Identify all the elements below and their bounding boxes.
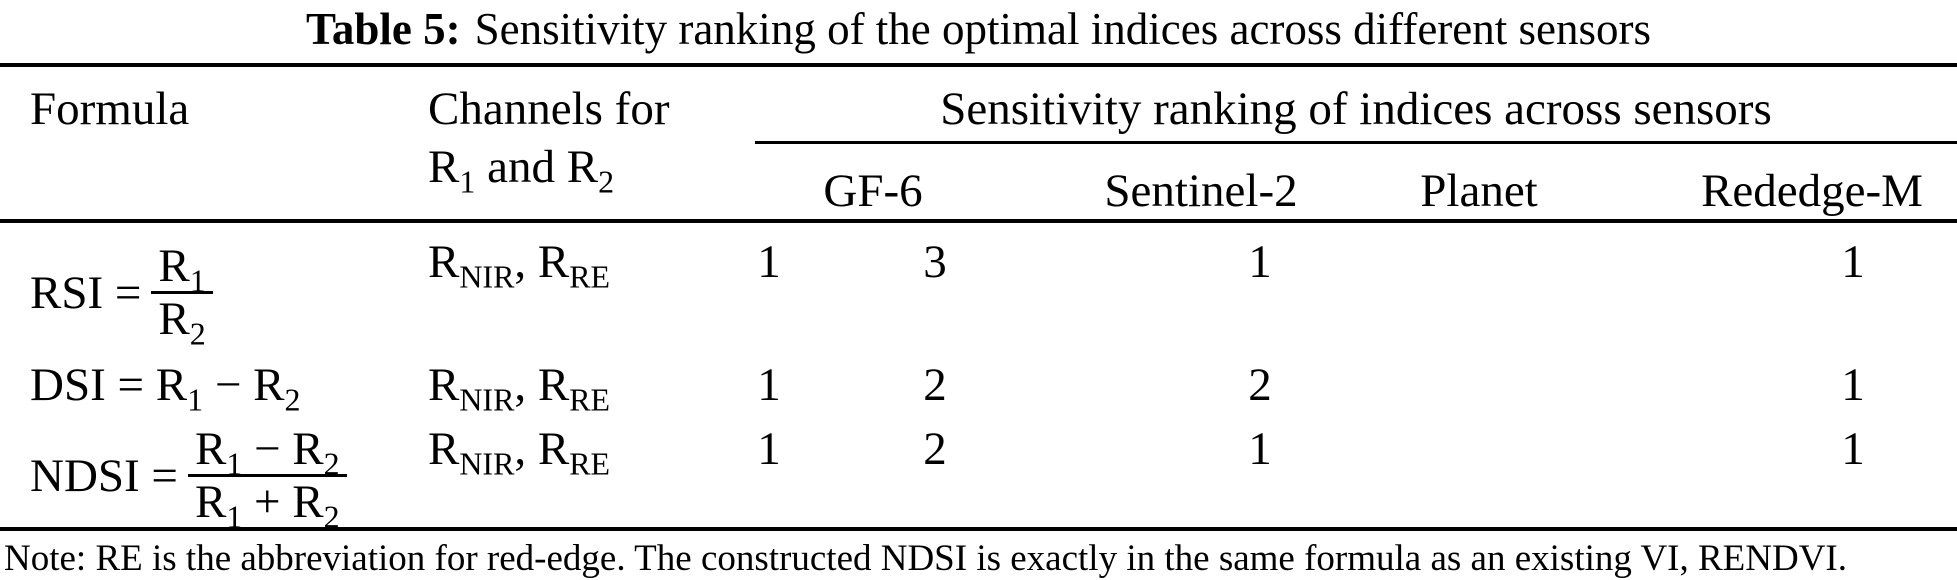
col-header-sentinel2: Sentinel-2 bbox=[1104, 165, 1298, 217]
table-note: Note: RE is the abbreviation for red-edg… bbox=[4, 538, 1848, 579]
rank-ndsi-gf6-a: 1 bbox=[757, 423, 781, 475]
table-bottom-rule bbox=[0, 527, 1957, 531]
col-header-formula: Formula bbox=[30, 83, 190, 135]
table-top-rule bbox=[0, 63, 1957, 67]
channels-dsi: RNIR, RRE bbox=[428, 359, 611, 418]
channels-rsi: RNIR, RRE bbox=[428, 236, 611, 295]
col-header-gf6: GF-6 bbox=[823, 165, 923, 217]
table-caption-number: Table 5: bbox=[305, 4, 461, 54]
rank-rsi-gf6-a: 1 bbox=[757, 236, 781, 288]
rank-rsi-rededge-m: 1 bbox=[1841, 236, 1865, 288]
rank-dsi-gf6-b: 2 bbox=[923, 359, 947, 411]
rank-ndsi-rededge-m: 1 bbox=[1841, 423, 1865, 475]
formula-rsi: RSI = R1 R2 bbox=[30, 241, 213, 350]
rank-ndsi-sentinel2: 1 bbox=[1248, 423, 1272, 475]
col-header-channels-line1: Channels for bbox=[428, 83, 670, 135]
col-group-header-sensitivity-ranking: Sensitivity ranking of indices across se… bbox=[940, 83, 1772, 135]
table-caption: Table 5: Sensitivity ranking of the optim… bbox=[0, 0, 1957, 58]
rank-dsi-sentinel2: 2 bbox=[1248, 359, 1272, 411]
rank-rsi-gf6-b: 3 bbox=[923, 236, 947, 288]
col-header-rededge-m: Rededge-M bbox=[1701, 165, 1923, 217]
rank-rsi-sentinel2: 1 bbox=[1248, 236, 1272, 288]
rank-ndsi-gf6-b: 2 bbox=[923, 423, 947, 475]
rank-dsi-rededge-m: 1 bbox=[1841, 359, 1865, 411]
col-header-channels-line2: R1 and R2 bbox=[428, 141, 615, 200]
sensor-group-rule bbox=[755, 141, 1957, 144]
header-body-rule bbox=[0, 219, 1957, 223]
formula-dsi: DSI = R1 − R2 bbox=[30, 359, 301, 418]
rank-dsi-gf6-a: 1 bbox=[757, 359, 781, 411]
table-caption-text: Sensitivity ranking of the optimal indic… bbox=[474, 4, 1652, 54]
formula-ndsi: NDSI = R1 − R2 R1 + R2 bbox=[30, 424, 347, 533]
col-header-planet: Planet bbox=[1420, 165, 1538, 217]
channels-ndsi: RNIR, RRE bbox=[428, 423, 611, 482]
